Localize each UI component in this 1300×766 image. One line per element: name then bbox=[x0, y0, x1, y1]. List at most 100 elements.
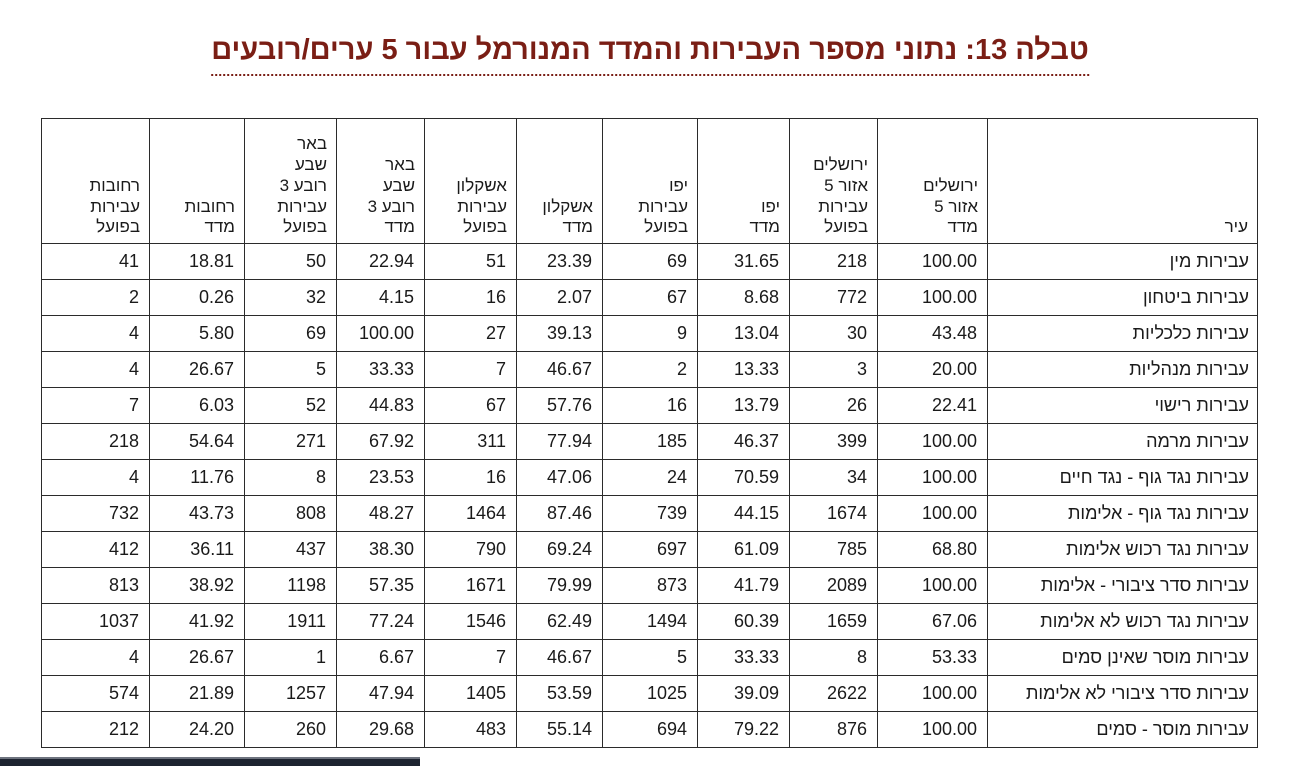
data-cell-yafo_madad: 13.04 bbox=[697, 315, 790, 352]
data-cell-rehovot_madad: 24.20 bbox=[149, 711, 245, 748]
data-cell-beersheva_madad: 4.15 bbox=[336, 279, 425, 316]
table-body: עבירות מין 100.00 218 31.65 69 23.39 51 22.94 50… bbox=[41, 243, 1258, 748]
data-cell-yafo_actual: 739 bbox=[602, 495, 698, 532]
data-cell-yafo_madad: 13.79 bbox=[697, 387, 790, 424]
row-label-cell: עבירות ביטחון bbox=[987, 279, 1258, 316]
data-cell-beersheva_madad: 38.30 bbox=[336, 531, 425, 568]
data-cell-beersheva_madad: 29.68 bbox=[336, 711, 425, 748]
data-cell-ashkelon_actual: 16 bbox=[424, 279, 517, 316]
data-cell-rehovot_actual: 574 bbox=[41, 675, 150, 712]
data-cell-rehovot_actual: 4 bbox=[41, 351, 150, 388]
data-cell-beersheva_actual: 260 bbox=[244, 711, 337, 748]
data-cell-yafo_madad: 46.37 bbox=[697, 423, 790, 460]
row-label-cell: עבירות מנהליות bbox=[987, 351, 1258, 388]
row-label-cell: עבירות נגד גוף - נגד חיים bbox=[987, 459, 1258, 496]
data-cell-yafo_actual: 2 bbox=[602, 351, 698, 388]
data-cell-jerusalem_actual: 772 bbox=[789, 279, 878, 316]
data-cell-jerusalem_madad: 100.00 bbox=[877, 459, 988, 496]
data-cell-ashkelon_actual: 7 bbox=[424, 351, 517, 388]
row-label-cell: עבירות מוסר שאינן סמים bbox=[987, 639, 1258, 676]
table-row: עבירות סדר ציבורי לא אלימות 100.00 2622 39.… bbox=[41, 675, 1258, 712]
data-cell-beersheva_madad: 47.94 bbox=[336, 675, 425, 712]
row-label-cell: עבירות סדר ציבורי לא אלימות bbox=[987, 675, 1258, 712]
data-cell-beersheva_actual: 808 bbox=[244, 495, 337, 532]
data-cell-beersheva_actual: 437 bbox=[244, 531, 337, 568]
data-cell-ashkelon_madad: 46.67 bbox=[516, 639, 603, 676]
column-header-yafo_madad: יפו מדד bbox=[697, 118, 790, 244]
data-cell-rehovot_actual: 732 bbox=[41, 495, 150, 532]
data-cell-rehovot_madad: 41.92 bbox=[149, 603, 245, 640]
bottom-window-edge bbox=[0, 757, 420, 766]
data-cell-ashkelon_madad: 69.24 bbox=[516, 531, 603, 568]
data-cell-yafo_actual: 697 bbox=[602, 531, 698, 568]
data-cell-rehovot_madad: 36.11 bbox=[149, 531, 245, 568]
table-row: עבירות כלכליות 43.48 30 13.04 9 39.13 27 100.00… bbox=[41, 315, 1258, 352]
table-row: עבירות סדר ציבורי - אלימות 100.00 2089 41.7… bbox=[41, 567, 1258, 604]
data-cell-ashkelon_actual: 1671 bbox=[424, 567, 517, 604]
data-cell-beersheva_madad: 67.92 bbox=[336, 423, 425, 460]
data-cell-ashkelon_madad: 53.59 bbox=[516, 675, 603, 712]
data-cell-rehovot_actual: 4 bbox=[41, 315, 150, 352]
data-cell-ashkelon_actual: 311 bbox=[424, 423, 517, 460]
data-cell-jerusalem_actual: 26 bbox=[789, 387, 878, 424]
data-cell-beersheva_actual: 1198 bbox=[244, 567, 337, 604]
data-cell-jerusalem_madad: 22.41 bbox=[877, 387, 988, 424]
column-header-jerusalem_actual: ירושלים אזור 5 עבירות בפועל bbox=[789, 118, 878, 244]
data-cell-yafo_actual: 67 bbox=[602, 279, 698, 316]
data-cell-ashkelon_madad: 46.67 bbox=[516, 351, 603, 388]
data-cell-yafo_actual: 69 bbox=[602, 243, 698, 280]
data-cell-ashkelon_madad: 87.46 bbox=[516, 495, 603, 532]
data-cell-yafo_madad: 44.15 bbox=[697, 495, 790, 532]
data-cell-yafo_actual: 1494 bbox=[602, 603, 698, 640]
column-header-rehovot_actual: רחובות עבירות בפועל bbox=[41, 118, 150, 244]
data-cell-rehovot_actual: 212 bbox=[41, 711, 150, 748]
table-row: עבירות מין 100.00 218 31.65 69 23.39 51 22.94 50… bbox=[41, 243, 1258, 280]
data-cell-yafo_madad: 33.33 bbox=[697, 639, 790, 676]
data-cell-rehovot_actual: 412 bbox=[41, 531, 150, 568]
data-cell-beersheva_actual: 1257 bbox=[244, 675, 337, 712]
data-cell-yafo_actual: 873 bbox=[602, 567, 698, 604]
data-cell-jerusalem_madad: 100.00 bbox=[877, 711, 988, 748]
header-row: עיר ירושלים אזור 5 מדד ירושלים אזור 5 עביר… bbox=[41, 118, 1258, 244]
data-cell-ashkelon_actual: 1546 bbox=[424, 603, 517, 640]
data-cell-yafo_madad: 61.09 bbox=[697, 531, 790, 568]
data-cell-jerusalem_actual: 785 bbox=[789, 531, 878, 568]
data-cell-yafo_madad: 60.39 bbox=[697, 603, 790, 640]
data-cell-yafo_actual: 24 bbox=[602, 459, 698, 496]
data-cell-rehovot_actual: 7 bbox=[41, 387, 150, 424]
data-cell-jerusalem_actual: 1659 bbox=[789, 603, 878, 640]
data-cell-rehovot_actual: 813 bbox=[41, 567, 150, 604]
data-cell-ashkelon_madad: 39.13 bbox=[516, 315, 603, 352]
data-cell-yafo_actual: 185 bbox=[602, 423, 698, 460]
data-cell-beersheva_madad: 23.53 bbox=[336, 459, 425, 496]
table-row: עבירות מנהליות 20.00 3 13.33 2 46.67 7 33.33 5 26… bbox=[41, 351, 1258, 388]
data-cell-beersheva_madad: 6.67 bbox=[336, 639, 425, 676]
data-cell-rehovot_madad: 18.81 bbox=[149, 243, 245, 280]
table-row: עבירות מרמה 100.00 399 46.37 185 77.94 311 67.9… bbox=[41, 423, 1258, 460]
data-cell-beersheva_actual: 271 bbox=[244, 423, 337, 460]
data-cell-ashkelon_madad: 77.94 bbox=[516, 423, 603, 460]
column-header-city: עיר bbox=[987, 118, 1258, 244]
data-cell-rehovot_actual: 1037 bbox=[41, 603, 150, 640]
data-cell-jerusalem_madad: 20.00 bbox=[877, 351, 988, 388]
data-cell-beersheva_madad: 48.27 bbox=[336, 495, 425, 532]
data-cell-rehovot_madad: 26.67 bbox=[149, 351, 245, 388]
data-cell-ashkelon_actual: 27 bbox=[424, 315, 517, 352]
data-cell-beersheva_actual: 1 bbox=[244, 639, 337, 676]
data-cell-ashkelon_madad: 55.14 bbox=[516, 711, 603, 748]
data-cell-yafo_madad: 8.68 bbox=[697, 279, 790, 316]
data-cell-jerusalem_madad: 100.00 bbox=[877, 243, 988, 280]
data-cell-jerusalem_madad: 100.00 bbox=[877, 495, 988, 532]
offenses-table: עיר ירושלים אזור 5 מדד ירושלים אזור 5 עביר… bbox=[41, 118, 1258, 748]
data-cell-ashkelon_madad: 79.99 bbox=[516, 567, 603, 604]
row-label-cell: עבירות רישוי bbox=[987, 387, 1258, 424]
data-cell-ashkelon_madad: 23.39 bbox=[516, 243, 603, 280]
data-cell-jerusalem_actual: 8 bbox=[789, 639, 878, 676]
data-cell-rehovot_madad: 26.67 bbox=[149, 639, 245, 676]
data-cell-jerusalem_madad: 100.00 bbox=[877, 567, 988, 604]
data-cell-rehovot_madad: 21.89 bbox=[149, 675, 245, 712]
table-row: עבירות מוסר שאינן סמים 53.33 8 33.33 5 46.67 7… bbox=[41, 639, 1258, 676]
data-cell-rehovot_actual: 4 bbox=[41, 639, 150, 676]
data-cell-rehovot_madad: 43.73 bbox=[149, 495, 245, 532]
data-cell-jerusalem_actual: 1674 bbox=[789, 495, 878, 532]
